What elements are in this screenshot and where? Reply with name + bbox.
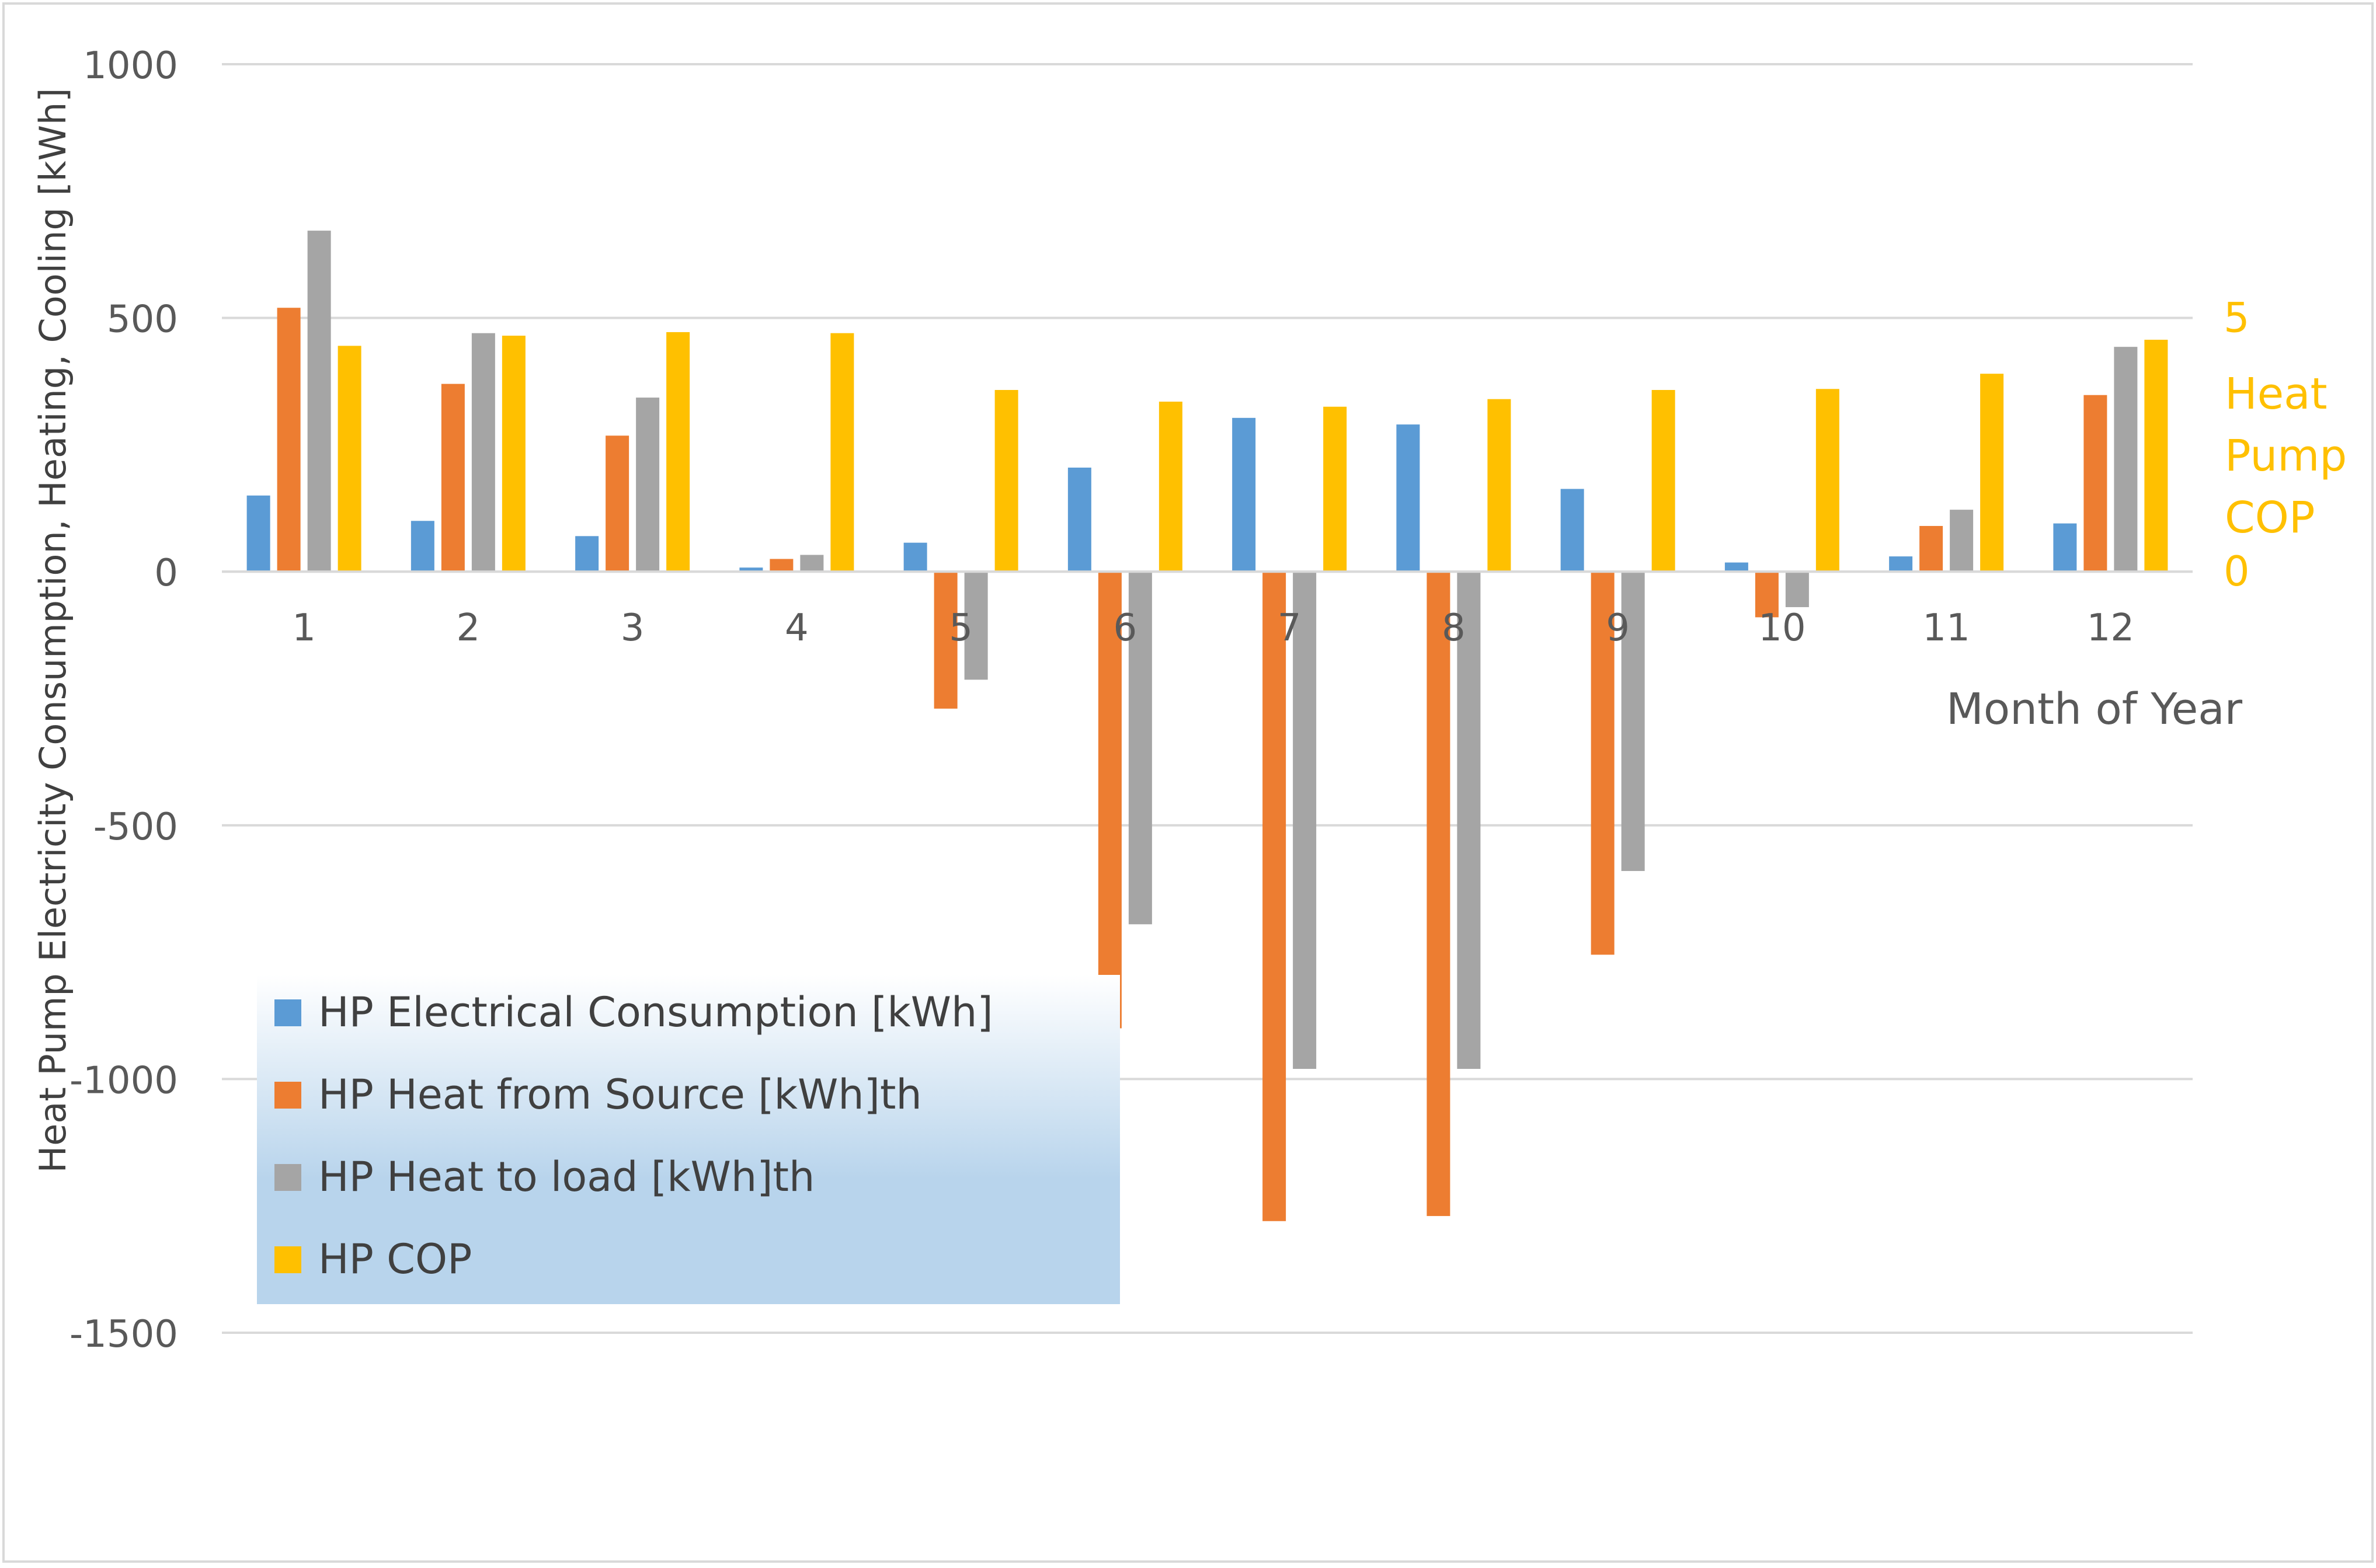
- bar-2-10: [1755, 572, 1779, 618]
- y-axis-title: Heat Pump Electricity Consumption, Heati…: [32, 88, 74, 1173]
- bar-1-8: [1396, 424, 1420, 572]
- x-tick-label: 5: [949, 607, 973, 650]
- bar-2-9: [1591, 572, 1615, 955]
- bar-2-4: [770, 559, 794, 572]
- bar-1-11: [1889, 556, 1913, 572]
- x-tick-label: 11: [1922, 607, 1970, 650]
- y-tick-label: -1500: [69, 1313, 178, 1356]
- bar-3-10: [1785, 572, 1809, 608]
- y2-tick-label: 5: [2224, 294, 2250, 342]
- bar-4-9: [1651, 390, 1675, 572]
- legend-background: [257, 975, 1120, 1304]
- y-tick-label: 500: [107, 298, 178, 342]
- bar-3-3: [636, 398, 660, 572]
- x-tick-label: 8: [1442, 607, 1466, 650]
- bar-2-11: [1919, 525, 1943, 572]
- y2-axis-title-line: Heat: [2225, 369, 2328, 419]
- bar-1-9: [1560, 489, 1584, 572]
- bar-3-7: [1293, 572, 1317, 1069]
- legend-label: HP Heat to load [kWh]th: [318, 1153, 815, 1201]
- bar-2-8: [1427, 572, 1450, 1217]
- bar-3-9: [1621, 572, 1645, 872]
- legend: HP Electrical Consumption [kWh] HP Heat f…: [257, 975, 1120, 1304]
- bar-2-1: [277, 308, 301, 572]
- bar-4-5: [994, 390, 1018, 572]
- bar-4-1: [338, 346, 361, 572]
- bar-4-12: [2144, 339, 2168, 572]
- bar-1-6: [1067, 468, 1091, 572]
- bar-1-12: [2053, 523, 2077, 572]
- bar-3-2: [471, 333, 495, 572]
- legend-label: HP Heat from Source [kWh]th: [318, 1071, 922, 1118]
- y2-axis-title-line: Pump: [2225, 431, 2347, 481]
- bar-2-3: [606, 435, 629, 572]
- y-tick-label: 1000: [83, 44, 178, 88]
- y2-axis-title-line: COP: [2225, 493, 2315, 543]
- bar-2-5: [934, 572, 958, 709]
- y-tick-label: -1000: [69, 1059, 178, 1102]
- bar-2-6: [1098, 572, 1122, 1029]
- bar-4-10: [1815, 389, 1839, 572]
- bar-3-6: [1128, 572, 1152, 925]
- bar-2-7: [1262, 572, 1286, 1221]
- bar-3-12: [2114, 347, 2138, 572]
- x-tick-label: 6: [1114, 607, 1137, 650]
- bar-3-5: [964, 572, 988, 680]
- bar-1-3: [575, 536, 599, 572]
- legend-swatch: [274, 1082, 301, 1109]
- bar-2-12: [2083, 395, 2107, 572]
- bar-3-1: [307, 231, 331, 572]
- x-tick-label: 4: [785, 607, 809, 650]
- bar-3-11: [1950, 510, 1974, 572]
- y2-tick-label: 0: [2224, 548, 2250, 595]
- legend-label: HP Electrical Consumption [kWh]: [318, 988, 993, 1036]
- x-tick-label: 12: [2087, 607, 2134, 650]
- legend-swatch: [274, 1164, 301, 1191]
- bar-4-11: [1980, 374, 2004, 572]
- bar-1-10: [1724, 562, 1748, 572]
- legend-label: HP COP: [318, 1235, 472, 1283]
- bar-4-7: [1323, 406, 1347, 572]
- bar-4-6: [1159, 402, 1182, 572]
- x-axis-title: Month of Year: [1946, 684, 2243, 734]
- bar-4-2: [502, 336, 526, 572]
- bar-1-1: [246, 495, 270, 572]
- bar-3-8: [1457, 572, 1481, 1069]
- bars: [246, 231, 2168, 1221]
- legend-swatch: [274, 1246, 301, 1273]
- bar-1-5: [903, 542, 927, 572]
- y-tick-label: 0: [154, 552, 178, 595]
- x-tick-label: 3: [621, 607, 645, 650]
- bar-3-4: [800, 555, 824, 572]
- bar-4-4: [830, 333, 854, 572]
- bar-2-2: [441, 384, 465, 572]
- x-tick-label: 2: [457, 607, 481, 650]
- x-tick-label: 1: [292, 607, 316, 650]
- x-tick-label: 9: [1606, 607, 1630, 650]
- bar-1-4: [739, 567, 763, 572]
- x-tick-label: 10: [1758, 607, 1806, 650]
- bar-4-8: [1487, 399, 1511, 572]
- bar-1-7: [1232, 417, 1256, 572]
- bar-4-3: [666, 332, 690, 572]
- y-tick-label: -500: [93, 806, 178, 849]
- x-tick-label: 7: [1278, 607, 1302, 650]
- legend-swatch: [274, 999, 301, 1026]
- y2-axis-title: Heat Pump COP: [2225, 369, 2347, 543]
- bar-1-2: [411, 521, 434, 572]
